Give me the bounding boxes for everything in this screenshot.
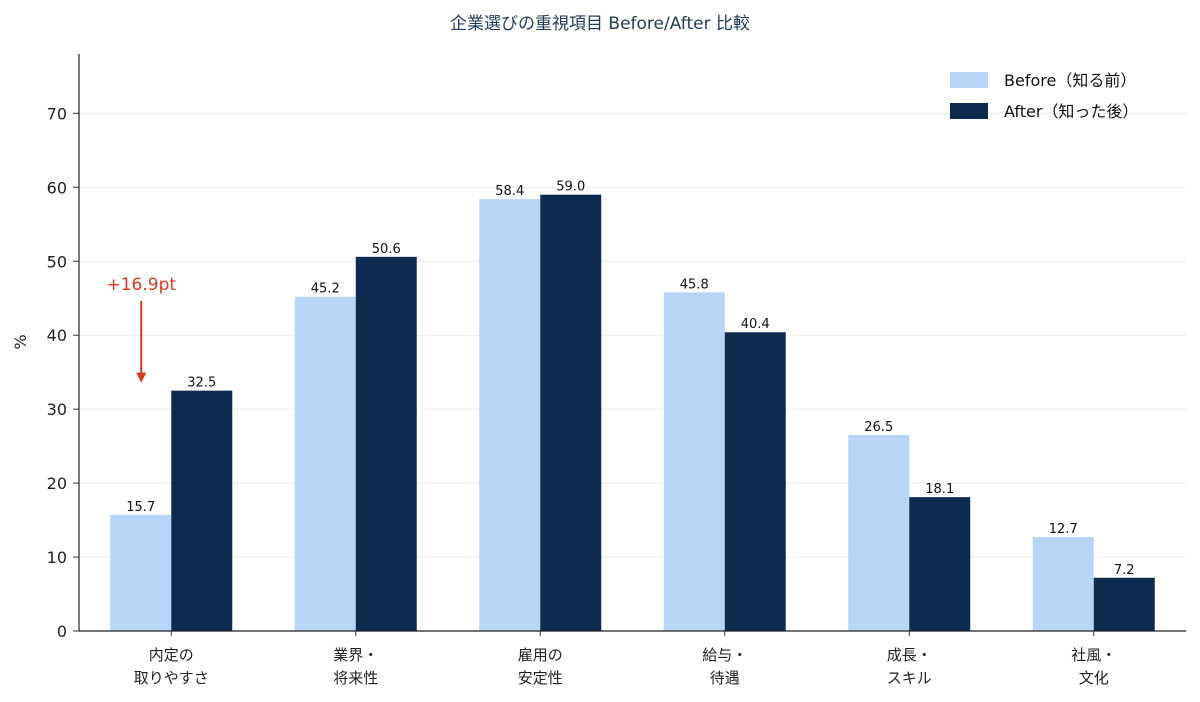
bar <box>848 435 910 631</box>
y-axis-label: % <box>11 334 30 349</box>
chart-title: 企業選びの重視項目 Before/After 比較 <box>450 14 750 34</box>
y-tick-label: 40 <box>47 326 67 345</box>
data-label: 12.7 <box>1049 522 1078 537</box>
bars <box>110 194 1155 631</box>
x-category-label: 社風・ <box>1071 646 1116 664</box>
legend: Before（知る前） After（知った後） <box>950 71 1138 121</box>
data-label: 58.4 <box>495 184 524 199</box>
bar <box>110 514 172 631</box>
x-category-label: 給与・ <box>702 646 747 664</box>
data-label: 32.5 <box>187 376 216 391</box>
y-tick-label: 20 <box>47 474 67 493</box>
legend-label: After（知った後） <box>1004 102 1138 121</box>
data-label: 15.7 <box>126 500 155 515</box>
legend-swatch <box>950 72 988 88</box>
bar <box>1093 577 1155 631</box>
data-label: 59.0 <box>556 180 585 195</box>
bar <box>479 199 541 631</box>
bar <box>294 296 356 631</box>
bar <box>909 497 971 631</box>
y-tick-label: 10 <box>47 548 67 567</box>
x-category-label: 取りやすさ <box>134 669 209 687</box>
annotation-text: +16.9pt <box>106 275 176 295</box>
bar <box>1032 537 1094 631</box>
y-tick-label: 60 <box>47 178 67 197</box>
data-label: 40.4 <box>741 317 770 332</box>
annotation-arrow-head <box>136 372 147 383</box>
legend-label: Before（知る前） <box>1004 71 1136 90</box>
bar <box>171 390 233 631</box>
data-label: 18.1 <box>925 482 954 497</box>
x-category-label: スキル <box>887 669 932 687</box>
y-tick-label: 0 <box>57 622 67 641</box>
legend-swatch <box>950 103 988 119</box>
x-category-label: 将来性 <box>333 669 378 687</box>
bar <box>663 292 725 631</box>
bar <box>540 194 602 631</box>
y-ticks: 0 10 20 30 40 50 60 70 <box>47 104 79 641</box>
axes <box>78 54 1186 632</box>
x-category-label: 雇用の <box>518 646 563 664</box>
y-tick-label: 50 <box>47 252 67 271</box>
y-tick-label: 30 <box>47 400 67 419</box>
bar <box>355 256 417 631</box>
x-category-label: 安定性 <box>518 669 563 687</box>
data-label: 7.2 <box>1114 563 1135 578</box>
gridlines <box>79 112 1186 558</box>
x-category-label: 待遇 <box>710 669 740 687</box>
x-category-label: 成長・ <box>887 646 932 664</box>
x-category-label: 業界・ <box>333 646 378 664</box>
y-tick-label: 70 <box>47 104 67 123</box>
data-label: 26.5 <box>864 420 893 435</box>
x-category-label: 文化 <box>1079 669 1109 687</box>
data-label: 45.2 <box>311 282 340 297</box>
annotation: +16.9pt <box>106 275 176 383</box>
data-label: 50.6 <box>372 242 401 257</box>
x-category-label: 内定の <box>149 646 194 664</box>
bar <box>724 332 786 631</box>
data-labels: 15.7 32.5 45.2 50.6 58.4 59.0 45.8 40.4 26.5 18.1… <box>126 180 1134 578</box>
data-label: 45.8 <box>680 277 709 292</box>
